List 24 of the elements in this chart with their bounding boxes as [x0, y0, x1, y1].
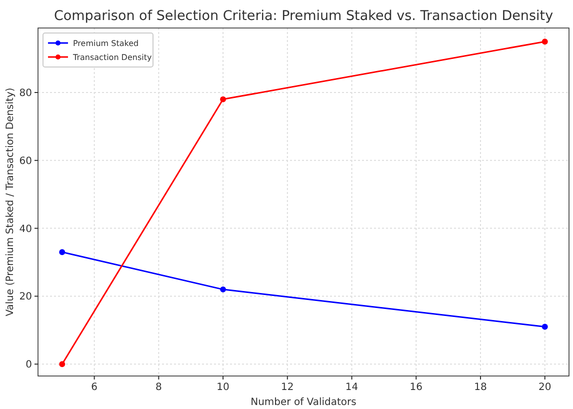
legend-label: Premium Staked	[73, 39, 139, 48]
x-tick-label: 18	[474, 382, 487, 393]
y-axis-title: Value (Premium Staked / Transaction Density)	[5, 88, 16, 316]
point	[542, 38, 548, 45]
x-tick-label: 16	[410, 382, 423, 393]
legend-label: Transaction Density	[72, 53, 152, 62]
point	[59, 249, 66, 256]
y-tick-label: 40	[19, 224, 32, 235]
x-tick-label: 14	[345, 382, 358, 393]
x-tick-label: 20	[538, 382, 552, 393]
chart-title: Comparison of Selection Criteria: Premium Staked vs. Transaction Density	[54, 8, 554, 24]
x-axis-title: Number of Validators	[250, 397, 356, 408]
y-tick-label: 80	[19, 88, 32, 100]
y-tick-label: 0	[26, 360, 32, 371]
x-tick-label: 8	[155, 382, 162, 393]
point	[59, 361, 66, 368]
point	[542, 324, 548, 330]
point	[220, 96, 226, 102]
y-tick-label: 20	[19, 292, 32, 303]
x-tick-label: 6	[91, 382, 98, 393]
y-tick-label: 60	[19, 156, 32, 167]
x-tick-label: 12	[281, 382, 294, 393]
point	[220, 286, 226, 292]
x-tick-label: 10	[216, 382, 230, 393]
